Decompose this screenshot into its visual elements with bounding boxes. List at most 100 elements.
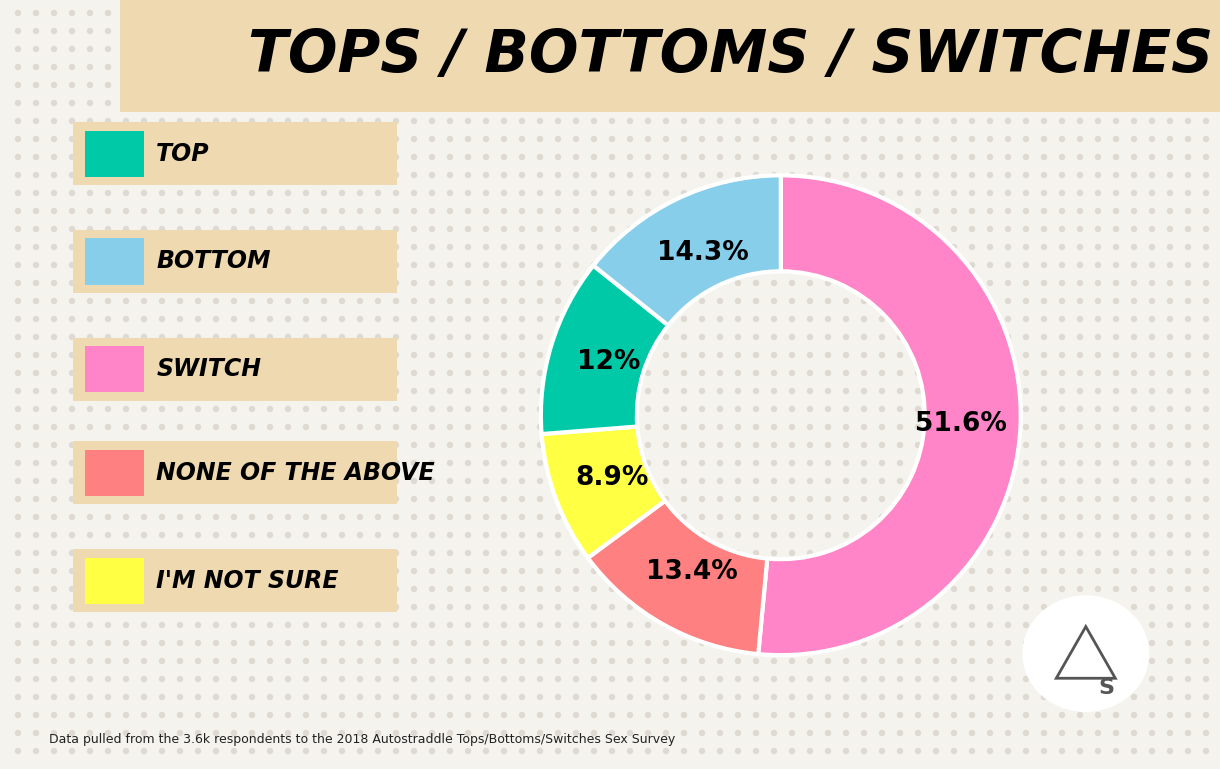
Circle shape xyxy=(736,641,741,645)
Circle shape xyxy=(664,245,669,249)
Circle shape xyxy=(1042,82,1047,88)
Circle shape xyxy=(520,604,525,610)
Circle shape xyxy=(105,335,111,339)
Circle shape xyxy=(1077,281,1082,285)
Circle shape xyxy=(826,262,831,268)
Circle shape xyxy=(1114,191,1119,195)
Circle shape xyxy=(376,137,381,141)
Circle shape xyxy=(429,317,434,321)
Circle shape xyxy=(538,731,543,735)
Circle shape xyxy=(771,658,776,664)
Circle shape xyxy=(177,82,183,88)
Circle shape xyxy=(232,155,237,159)
Circle shape xyxy=(682,155,687,159)
Circle shape xyxy=(466,335,471,339)
Circle shape xyxy=(1131,352,1137,358)
Circle shape xyxy=(1186,587,1191,591)
Circle shape xyxy=(1024,497,1028,501)
Circle shape xyxy=(214,677,218,681)
Circle shape xyxy=(699,82,704,88)
Circle shape xyxy=(1168,118,1172,124)
Circle shape xyxy=(88,748,93,754)
Circle shape xyxy=(592,622,597,628)
Circle shape xyxy=(970,604,975,610)
Circle shape xyxy=(1096,677,1100,681)
Circle shape xyxy=(357,424,362,430)
Circle shape xyxy=(880,65,884,69)
Circle shape xyxy=(699,118,704,124)
Circle shape xyxy=(592,478,597,484)
Circle shape xyxy=(664,497,669,501)
Circle shape xyxy=(105,641,111,645)
Circle shape xyxy=(520,191,525,195)
Circle shape xyxy=(33,82,39,88)
Circle shape xyxy=(771,461,776,465)
Circle shape xyxy=(933,46,938,52)
Circle shape xyxy=(88,532,93,538)
Circle shape xyxy=(826,442,831,448)
Circle shape xyxy=(880,298,884,304)
Circle shape xyxy=(1059,641,1065,645)
Circle shape xyxy=(933,137,938,141)
Circle shape xyxy=(33,442,39,448)
Circle shape xyxy=(1096,748,1100,754)
Circle shape xyxy=(1077,227,1082,231)
Circle shape xyxy=(322,227,327,231)
Circle shape xyxy=(754,514,759,520)
Circle shape xyxy=(448,82,453,88)
Circle shape xyxy=(736,442,741,448)
Circle shape xyxy=(177,101,183,105)
Circle shape xyxy=(429,352,434,358)
Circle shape xyxy=(123,118,128,124)
Circle shape xyxy=(267,335,272,339)
Circle shape xyxy=(339,532,344,538)
Circle shape xyxy=(1096,694,1100,700)
Circle shape xyxy=(267,388,272,394)
Circle shape xyxy=(142,208,146,214)
Circle shape xyxy=(717,101,722,105)
Circle shape xyxy=(952,118,956,124)
Circle shape xyxy=(448,641,453,645)
Circle shape xyxy=(394,641,399,645)
Circle shape xyxy=(627,28,632,34)
Circle shape xyxy=(267,622,272,628)
Circle shape xyxy=(1042,731,1047,735)
Circle shape xyxy=(520,227,525,231)
Circle shape xyxy=(267,28,272,34)
Circle shape xyxy=(177,461,183,465)
Circle shape xyxy=(717,731,722,735)
Circle shape xyxy=(861,731,866,735)
Circle shape xyxy=(322,461,327,465)
Circle shape xyxy=(250,748,255,754)
Circle shape xyxy=(33,731,39,735)
Circle shape xyxy=(466,262,471,268)
Circle shape xyxy=(1114,155,1119,159)
Circle shape xyxy=(322,694,327,700)
Circle shape xyxy=(376,262,381,268)
Circle shape xyxy=(411,137,416,141)
Circle shape xyxy=(1114,442,1119,448)
Circle shape xyxy=(466,172,471,178)
Circle shape xyxy=(627,731,632,735)
Circle shape xyxy=(429,298,434,304)
Circle shape xyxy=(376,11,381,15)
Circle shape xyxy=(177,262,183,268)
Circle shape xyxy=(1149,101,1154,105)
Circle shape xyxy=(1168,658,1172,664)
Circle shape xyxy=(1203,118,1209,124)
Circle shape xyxy=(1024,371,1028,375)
Circle shape xyxy=(699,514,704,520)
Circle shape xyxy=(933,622,938,628)
Circle shape xyxy=(933,388,938,394)
Circle shape xyxy=(736,568,741,574)
Circle shape xyxy=(1005,281,1010,285)
Circle shape xyxy=(195,46,200,52)
Circle shape xyxy=(357,514,362,520)
Circle shape xyxy=(250,568,255,574)
Circle shape xyxy=(1077,191,1082,195)
Circle shape xyxy=(555,172,560,178)
Circle shape xyxy=(376,604,381,610)
Circle shape xyxy=(771,497,776,501)
Circle shape xyxy=(267,245,272,249)
Circle shape xyxy=(1168,191,1172,195)
